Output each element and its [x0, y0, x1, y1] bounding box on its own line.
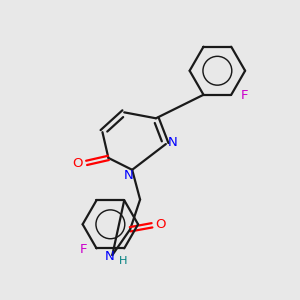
- Text: N: N: [168, 136, 178, 148]
- Text: H: H: [119, 256, 128, 266]
- Text: F: F: [240, 89, 248, 102]
- Text: F: F: [80, 243, 87, 256]
- Text: N: N: [123, 169, 133, 182]
- Text: O: O: [72, 158, 83, 170]
- Text: N: N: [104, 250, 114, 262]
- Text: O: O: [156, 218, 166, 231]
